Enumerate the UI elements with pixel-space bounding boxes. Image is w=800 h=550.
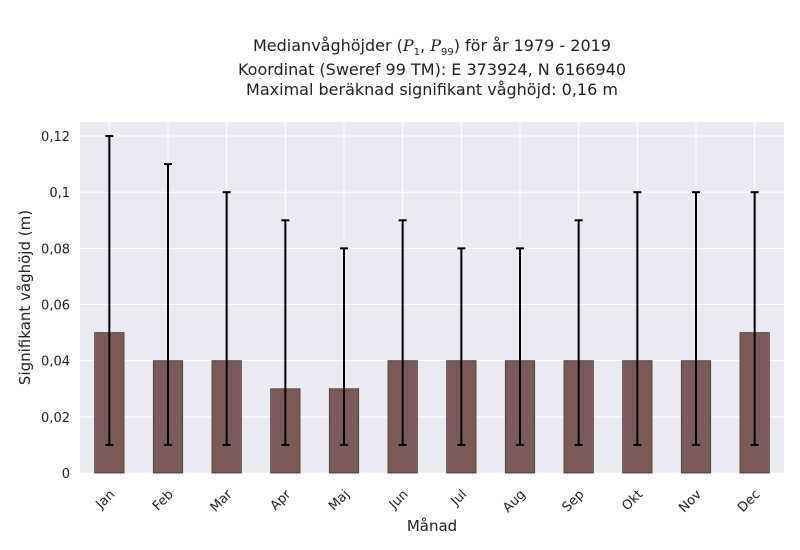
y-tick-label: 0 [62,467,70,482]
x-tick-label: Aug [500,487,529,516]
x-tick-label: Jan [93,487,118,512]
p-low-symbol: P [402,36,414,55]
p-high-subscript: 99 [440,47,454,59]
plot-area [80,122,784,473]
y-tick-label: 0,12 [41,130,70,145]
x-tick-label: Nov [676,487,705,516]
x-tick-label: Feb [150,487,177,514]
x-tick-label: Jun [386,487,412,513]
chart-title: Medianvåghöjder (P1, P99) för år 1979 - … [253,36,611,59]
x-tick-label: Maj [326,487,353,514]
x-axis-ticks: Jan Feb Mar Apr Maj Jun Jul Aug Sep Okt Nov Dec [93,487,764,516]
y-axis-ticks: 0 0,02 0,04 0,06 0,08 0,1 0,12 [41,130,70,482]
x-axis-label: Månad [407,517,457,535]
p-high-symbol: P [430,36,441,55]
x-tick-label: Mar [208,487,236,515]
y-axis-label: Signifikant våghöjd (m) [16,210,34,385]
x-tick-label: Dec [735,487,763,515]
chart-subtitle-coordinates: Koordinat (Sweref 99 TM): E 373924, N 61… [237,60,627,79]
y-tick-label: 0,1 [49,186,70,201]
x-tick-label: Apr [268,487,295,514]
error-bars [105,135,759,446]
chart-subtitle-max-height: Maximal beräknad signifikant våghöjd: 0,… [246,80,618,99]
y-tick-label: 0,04 [41,355,70,370]
y-tick-label: 0,06 [41,299,70,314]
p-low-subscript: 1 [413,47,421,59]
y-tick-label: 0,02 [41,411,70,426]
y-tick-label: 0,08 [41,242,70,257]
x-tick-label: Jul [448,487,470,509]
x-tick-label: Okt [619,487,646,514]
x-tick-label: Sep [560,487,588,515]
